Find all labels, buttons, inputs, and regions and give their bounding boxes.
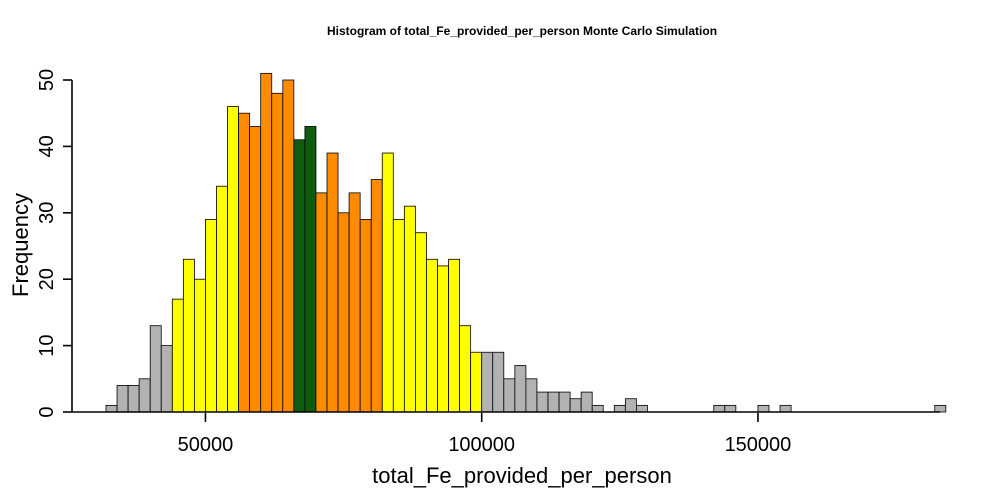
histogram-bar xyxy=(757,404,770,413)
histogram-bar xyxy=(370,179,383,413)
histogram-bar xyxy=(481,351,494,413)
histogram-bar xyxy=(503,378,516,413)
histogram-bar xyxy=(348,192,361,413)
y-axis: 0 10 20 30 40 50 xyxy=(36,69,73,418)
histogram-bar xyxy=(138,378,151,413)
histogram-bar xyxy=(459,325,472,413)
y-axis-label: Frequency xyxy=(8,193,33,297)
histogram-bar xyxy=(514,365,527,413)
histogram-bar xyxy=(127,385,140,413)
histogram-bar xyxy=(271,92,284,413)
histogram-bar xyxy=(216,185,228,413)
histogram-bar xyxy=(403,205,416,413)
histogram-bar xyxy=(149,325,162,413)
histogram-bar xyxy=(636,404,648,413)
histogram-bar xyxy=(624,398,637,413)
histogram-bar xyxy=(437,265,449,413)
histogram-bars xyxy=(105,72,947,413)
histogram-bar xyxy=(160,345,173,413)
histogram-bar xyxy=(293,139,306,413)
histogram-bar xyxy=(116,385,129,413)
histogram-bar xyxy=(182,258,195,413)
histogram-bar xyxy=(227,106,240,413)
x-tick-label: 100000 xyxy=(448,434,515,456)
histogram-bar xyxy=(249,126,262,413)
histogram-bar xyxy=(205,219,217,413)
x-tick-label: 150000 xyxy=(725,434,792,456)
histogram-bar xyxy=(326,152,339,413)
histogram-bar xyxy=(558,391,571,413)
histogram-bar xyxy=(591,404,604,413)
histogram-bar xyxy=(724,404,737,413)
histogram-bar xyxy=(381,152,394,413)
histogram-bar xyxy=(779,404,792,413)
x-axis-label: total_Fe_provided_per_person xyxy=(372,463,672,488)
y-tick-label: 30 xyxy=(36,202,58,224)
histogram-bar xyxy=(315,192,328,413)
histogram-bar xyxy=(105,404,118,413)
y-tick-label: 20 xyxy=(36,268,58,290)
chart-title: Histogram of total_Fe_provided_per_perso… xyxy=(327,24,717,38)
histogram-bar xyxy=(193,278,206,413)
histogram-bar xyxy=(426,258,438,413)
histogram-bar xyxy=(414,232,427,413)
histogram-bar xyxy=(934,404,947,413)
histogram-bar xyxy=(613,404,626,413)
histogram-bar xyxy=(304,126,317,413)
histogram-bar xyxy=(359,219,372,413)
histogram-bar xyxy=(260,72,273,413)
histogram-bar xyxy=(282,79,295,413)
x-axis: 50000 100000 150000 xyxy=(72,411,940,456)
x-tick-label: 50000 xyxy=(178,434,234,456)
histogram-bar xyxy=(238,112,251,413)
histogram-bar xyxy=(492,351,505,413)
y-tick-label: 40 xyxy=(36,135,58,157)
y-tick-label: 50 xyxy=(36,69,58,91)
histogram-bar xyxy=(713,404,726,413)
histogram-bar xyxy=(171,298,184,413)
histogram-bar xyxy=(525,378,538,413)
histogram-bar xyxy=(448,258,460,413)
histogram-bar xyxy=(580,391,593,413)
histogram-bar xyxy=(547,391,560,413)
histogram-bar xyxy=(392,219,405,413)
y-tick-label: 10 xyxy=(36,334,58,356)
histogram-bar xyxy=(337,212,350,413)
histogram-bar xyxy=(569,398,582,413)
histogram-bar xyxy=(536,391,549,413)
y-tick-label: 0 xyxy=(36,406,58,417)
histogram-bar xyxy=(470,351,483,413)
